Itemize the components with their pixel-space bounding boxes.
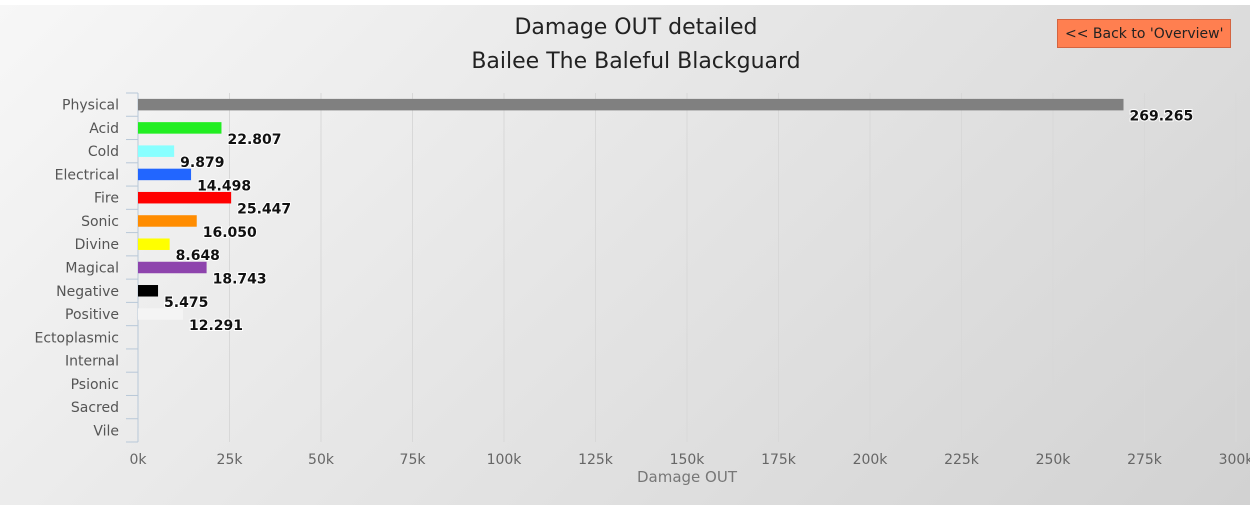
x-tick-label: 225k — [944, 452, 980, 468]
category-label: Internal — [65, 354, 119, 370]
data-label: 16.050 — [203, 225, 257, 241]
chart-subtitle: Bailee The Baleful Blackguard — [471, 49, 800, 74]
bar[interactable] — [138, 308, 183, 320]
category-label: Fire — [94, 191, 119, 207]
x-tick-label: 175k — [761, 452, 797, 468]
category-label: Psionic — [71, 377, 119, 393]
x-tick-label: 275k — [1127, 452, 1163, 468]
bars — [138, 98, 1124, 320]
y-axis — [126, 92, 139, 443]
grid-lines — [229, 93, 1237, 442]
x-tick-label: 75k — [400, 452, 427, 468]
category-label: Sacred — [71, 400, 119, 416]
x-tick-labels: 0k 25k 50k 75k 100k 125k 150k 175k 200k 225k 250k 2… — [129, 452, 1250, 468]
damage-out-chart: Damage OUT detailed Bailee The Baleful B… — [35, 15, 1250, 486]
category-labels: Physical Acid Cold Electrical Fire Sonic Divin… — [35, 98, 119, 440]
bar[interactable] — [138, 261, 207, 274]
x-tick-label: 125k — [578, 452, 614, 468]
category-label: Acid — [89, 121, 119, 137]
x-tick-label: 300k — [1219, 452, 1250, 468]
category-label: Divine — [75, 237, 119, 253]
data-label: 12.291 — [189, 318, 243, 334]
x-tick-label: 25k — [217, 452, 244, 468]
category-label: Cold — [88, 144, 119, 160]
x-tick-label: 50k — [308, 452, 335, 468]
x-tick-label: 100k — [487, 452, 523, 468]
data-label: 14.498 — [197, 178, 251, 194]
data-label: 269.265 — [1130, 109, 1194, 125]
bar[interactable] — [138, 145, 175, 157]
bar[interactable] — [138, 215, 197, 227]
x-tick-label: 150k — [670, 452, 706, 468]
chart-title: Damage OUT detailed — [514, 15, 757, 40]
category-label: Electrical — [55, 167, 119, 183]
data-label: 5.475 — [164, 295, 208, 311]
x-axis-title: Damage OUT — [637, 468, 738, 486]
bar[interactable] — [138, 168, 192, 181]
category-label: Vile — [93, 423, 119, 439]
data-label: 22.807 — [227, 132, 281, 148]
data-label: 18.743 — [213, 272, 267, 288]
category-label: Sonic — [81, 214, 119, 230]
back-to-overview-button[interactable]: << Back to 'Overview' — [1057, 19, 1232, 48]
category-label: Magical — [65, 261, 119, 277]
data-label: 8.648 — [176, 248, 220, 264]
chart-panel: Damage OUT detailed Bailee The Baleful B… — [0, 5, 1250, 505]
x-tick-label: 200k — [853, 452, 889, 468]
x-tick-label: 250k — [1036, 452, 1072, 468]
bar[interactable] — [138, 98, 1124, 111]
bar[interactable] — [138, 122, 222, 134]
x-tick-label: 0k — [129, 452, 147, 468]
category-label: Negative — [56, 284, 119, 300]
data-label: 25.447 — [237, 202, 291, 218]
bar[interactable] — [138, 285, 159, 297]
data-label: 9.879 — [180, 155, 224, 171]
category-label: Physical — [62, 98, 119, 114]
category-label: Positive — [65, 307, 119, 323]
bar[interactable] — [138, 191, 232, 204]
category-label: Ectoplasmic — [35, 330, 119, 346]
bar[interactable] — [138, 238, 170, 250]
